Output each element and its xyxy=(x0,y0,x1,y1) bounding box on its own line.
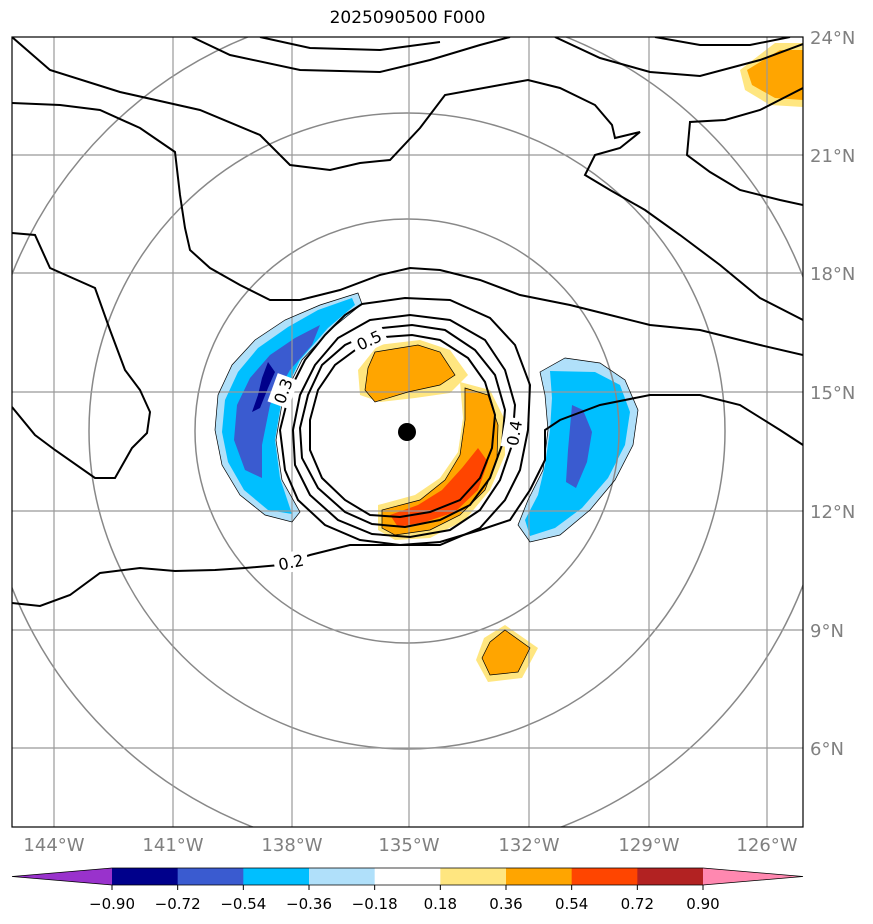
lat-label-12n: 12°N xyxy=(810,502,855,523)
neg-east-blue xyxy=(566,405,592,488)
colorbar-tick-label: 0.90 xyxy=(686,895,719,913)
colorbar-segment xyxy=(12,868,112,885)
colorbar-segment xyxy=(703,868,803,885)
lat-label-6n: 6°N xyxy=(810,739,844,760)
pos-blob-ne xyxy=(747,50,803,100)
map-frame xyxy=(11,36,804,828)
map-title: 2025090500 F000 xyxy=(329,8,486,28)
lat-label-24n: 24°N xyxy=(810,28,855,49)
colorbar-segment xyxy=(440,868,507,885)
lon-label-126w: 126°W xyxy=(736,835,797,856)
lon-label-141w: 141°W xyxy=(142,835,203,856)
colorbar-segment xyxy=(374,868,441,885)
map-area: 0.5 0.3 0.4 0.2 xyxy=(12,37,803,827)
lon-label-144w: 144°W xyxy=(23,835,84,856)
colorbar-tick-label: 0.18 xyxy=(424,895,457,913)
colorbar-ticks: −0.90 −0.72 −0.54 −0.36 −0.18 0.18 0.36 0.54 0.7… xyxy=(89,885,720,913)
lon-label-138w: 138°W xyxy=(261,835,322,856)
tc-center-marker xyxy=(398,423,416,441)
contour-lines xyxy=(12,37,803,608)
colorbar-segment xyxy=(571,868,638,885)
colorbar-tick-label: 0.72 xyxy=(621,895,654,913)
lat-label-18n: 18°N xyxy=(810,264,855,285)
pos-north-orange xyxy=(365,345,455,402)
colorbar-tick-label: 0.54 xyxy=(555,895,588,913)
colorbar-tick-label: −0.18 xyxy=(352,895,398,913)
contour-label-04: 0.4 xyxy=(503,419,526,447)
lon-label-135w: 135°W xyxy=(378,835,439,856)
lat-label-9n: 9°N xyxy=(810,621,844,642)
colorbar-segment xyxy=(637,868,704,885)
colorbar-segment xyxy=(177,868,244,885)
colorbar-segment xyxy=(243,868,310,885)
contour-label-02: 0.2 xyxy=(277,551,306,575)
colorbar: −0.90 −0.72 −0.54 −0.36 −0.18 0.18 0.36 0.54 0.7… xyxy=(11,867,804,913)
colorbar-segment xyxy=(309,868,376,885)
colorbar-tick-label: −0.36 xyxy=(286,895,332,913)
lon-labels: 144°W 141°W 138°W 135°W 132°W 129°W 126°… xyxy=(23,835,797,856)
neg-band-navy xyxy=(252,362,275,412)
lon-label-129w: 129°W xyxy=(618,835,679,856)
colorbar-segment xyxy=(112,868,179,885)
lon-label-132w: 132°W xyxy=(498,835,559,856)
colorbar-segments xyxy=(11,867,804,886)
colorbar-tick-label: −0.90 xyxy=(89,895,135,913)
neg-band-blue xyxy=(234,325,320,478)
lat-labels: 24°N 21°N 18°N 15°N 12°N 9°N 6°N xyxy=(810,28,855,760)
colorbar-segment xyxy=(506,868,573,885)
contour-label-group: 0.5 0.3 0.4 0.2 xyxy=(267,323,528,576)
lat-label-21n: 21°N xyxy=(810,146,855,167)
colorbar-tick-label: −0.72 xyxy=(155,895,201,913)
colorbar-tick-label: 0.36 xyxy=(489,895,522,913)
range-rings xyxy=(12,37,803,827)
colorbar-tick-label: −0.54 xyxy=(220,895,266,913)
pos-south-red xyxy=(390,448,488,527)
pos-blob-south xyxy=(482,630,530,675)
lat-label-15n: 15°N xyxy=(810,383,855,404)
